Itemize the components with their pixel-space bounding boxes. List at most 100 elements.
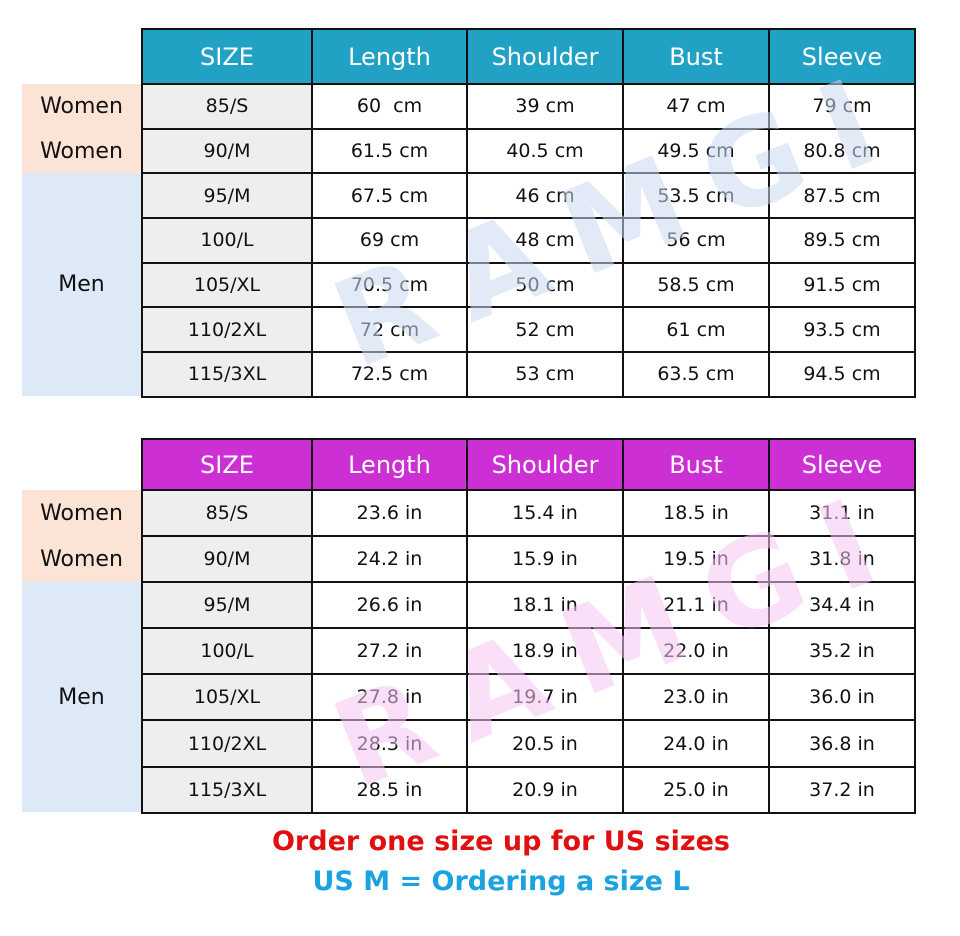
size-cell: 110/2XL bbox=[141, 306, 313, 354]
column-header: Sleeve bbox=[768, 438, 916, 491]
measurement-cell: 22.0 in bbox=[622, 627, 770, 676]
group-label-men: Men bbox=[22, 173, 141, 396]
measurement-cell: 72 cm bbox=[311, 306, 468, 354]
size-cell: 105/XL bbox=[141, 261, 313, 309]
group-label-women: Women bbox=[22, 490, 141, 536]
table-row: 90/M 24.2 in 15.9 in 19.5 in 31.8 in bbox=[141, 535, 916, 584]
table-row: 115/3XL 72.5 cm 53 cm 63.5 cm 94.5 cm bbox=[141, 351, 916, 398]
group-label-women: Women bbox=[22, 129, 141, 173]
size-cell: 105/XL bbox=[141, 673, 313, 722]
measurement-cell: 46 cm bbox=[466, 172, 624, 220]
measurement-cell: 80.8 cm bbox=[768, 127, 916, 175]
size-cell: 100/L bbox=[141, 217, 313, 264]
column-header: Bust bbox=[622, 28, 770, 85]
column-header: Length bbox=[311, 438, 468, 491]
table-row: 85/S 23.6 in 15.4 in 18.5 in 31.1 in bbox=[141, 488, 916, 538]
measurement-cell: 28.3 in bbox=[311, 719, 468, 768]
group-label-men: Men bbox=[22, 582, 141, 812]
table-row: 105/XL 27.8 in 19.7 in 23.0 in 36.0 in bbox=[141, 673, 916, 722]
column-header: Bust bbox=[622, 438, 770, 491]
measurement-cell: 25.0 in bbox=[622, 765, 770, 814]
column-header: Sleeve bbox=[768, 28, 916, 85]
measurement-cell: 93.5 cm bbox=[768, 306, 916, 354]
size-cell: 90/M bbox=[141, 535, 313, 584]
measurement-cell: 19.5 in bbox=[622, 535, 770, 584]
measurement-cell: 31.1 in bbox=[768, 488, 916, 538]
measurement-cell: 61.5 cm bbox=[311, 127, 468, 175]
size-cell: 85/S bbox=[141, 488, 313, 538]
measurement-cell: 50 cm bbox=[466, 261, 624, 309]
measurement-cell: 36.8 in bbox=[768, 719, 916, 768]
measurement-cell: 72.5 cm bbox=[311, 351, 468, 398]
measurement-cell: 61 cm bbox=[622, 306, 770, 354]
measurement-cell: 52 cm bbox=[466, 306, 624, 354]
measurement-cell: 49.5 cm bbox=[622, 127, 770, 175]
measurement-cell: 24.2 in bbox=[311, 535, 468, 584]
table-row: 85/S 60 cm 39 cm 47 cm 79 cm bbox=[141, 83, 916, 130]
size-cell: 95/M bbox=[141, 172, 313, 220]
measurement-cell: 34.4 in bbox=[768, 581, 916, 630]
column-header: SIZE bbox=[141, 438, 313, 491]
table-row: 105/XL 70.5 cm 50 cm 58.5 cm 91.5 cm bbox=[141, 261, 916, 309]
measurement-cell: 70.5 cm bbox=[311, 261, 468, 309]
size-table-cm: SIZE Length Shoulder Bust Sleeve 85/S 60 cm 39 … bbox=[141, 28, 916, 398]
column-header: Shoulder bbox=[466, 28, 624, 85]
measurement-cell: 28.5 in bbox=[311, 765, 468, 814]
measurement-cell: 37.2 in bbox=[768, 765, 916, 814]
table-row: 110/2XL 28.3 in 20.5 in 24.0 in 36.8 in bbox=[141, 719, 916, 768]
measurement-cell: 26.6 in bbox=[311, 581, 468, 630]
measurement-cell: 23.0 in bbox=[622, 673, 770, 722]
measurement-cell: 47 cm bbox=[622, 83, 770, 130]
measurement-cell: 89.5 cm bbox=[768, 217, 916, 264]
table-row: 95/M 26.6 in 18.1 in 21.1 in 34.4 in bbox=[141, 581, 916, 630]
table-row: 115/3XL 28.5 in 20.9 in 25.0 in 37.2 in bbox=[141, 765, 916, 814]
group-label-women: Women bbox=[22, 536, 141, 582]
column-header: Shoulder bbox=[466, 438, 624, 491]
measurement-cell: 36.0 in bbox=[768, 673, 916, 722]
note-us-m: US M = Ordering a size L bbox=[312, 866, 690, 897]
measurement-cell: 21.1 in bbox=[622, 581, 770, 630]
measurement-cell: 31.8 in bbox=[768, 535, 916, 584]
size-table-inches: SIZE Length Shoulder Bust Sleeve 85/S 23.6 in 1… bbox=[141, 438, 916, 814]
measurement-cell: 87.5 cm bbox=[768, 172, 916, 220]
note-size-up: Order one size up for US sizes bbox=[271, 826, 730, 857]
measurement-cell: 20.5 in bbox=[466, 719, 624, 768]
measurement-cell: 27.8 in bbox=[311, 673, 468, 722]
measurement-cell: 27.2 in bbox=[311, 627, 468, 676]
measurement-cell: 18.9 in bbox=[466, 627, 624, 676]
group-label-women: Women bbox=[22, 84, 141, 129]
measurement-cell: 18.5 in bbox=[622, 488, 770, 538]
table-row: 100/L 27.2 in 18.9 in 22.0 in 35.2 in bbox=[141, 627, 916, 676]
measurement-cell: 67.5 cm bbox=[311, 172, 468, 220]
table-row: 95/M 67.5 cm 46 cm 53.5 cm 87.5 cm bbox=[141, 172, 916, 220]
column-header: SIZE bbox=[141, 28, 313, 85]
measurement-cell: 39 cm bbox=[466, 83, 624, 130]
measurement-cell: 15.4 in bbox=[466, 488, 624, 538]
table-row: 110/2XL 72 cm 52 cm 61 cm 93.5 cm bbox=[141, 306, 916, 354]
size-cell: 90/M bbox=[141, 127, 313, 175]
measurement-cell: 60 cm bbox=[311, 83, 468, 130]
measurement-cell: 19.7 in bbox=[466, 673, 624, 722]
measurement-cell: 53.5 cm bbox=[622, 172, 770, 220]
measurement-cell: 20.9 in bbox=[466, 765, 624, 814]
measurement-cell: 35.2 in bbox=[768, 627, 916, 676]
size-cell: 85/S bbox=[141, 83, 313, 130]
measurement-cell: 24.0 in bbox=[622, 719, 770, 768]
measurement-cell: 48 cm bbox=[466, 217, 624, 264]
table-row: 100/L 69 cm 48 cm 56 cm 89.5 cm bbox=[141, 217, 916, 264]
table-row: 90/M 61.5 cm 40.5 cm 49.5 cm 80.8 cm bbox=[141, 127, 916, 175]
measurement-cell: 40.5 cm bbox=[466, 127, 624, 175]
measurement-cell: 53 cm bbox=[466, 351, 624, 398]
measurement-cell: 79 cm bbox=[768, 83, 916, 130]
measurement-cell: 94.5 cm bbox=[768, 351, 916, 398]
measurement-cell: 91.5 cm bbox=[768, 261, 916, 309]
measurement-cell: 23.6 in bbox=[311, 488, 468, 538]
size-cell: 115/3XL bbox=[141, 351, 313, 398]
measurement-cell: 56 cm bbox=[622, 217, 770, 264]
size-cell: 100/L bbox=[141, 627, 313, 676]
measurement-cell: 58.5 cm bbox=[622, 261, 770, 309]
measurement-cell: 15.9 in bbox=[466, 535, 624, 584]
size-cell: 110/2XL bbox=[141, 719, 313, 768]
measurement-cell: 63.5 cm bbox=[622, 351, 770, 398]
size-cell: 95/M bbox=[141, 581, 313, 630]
